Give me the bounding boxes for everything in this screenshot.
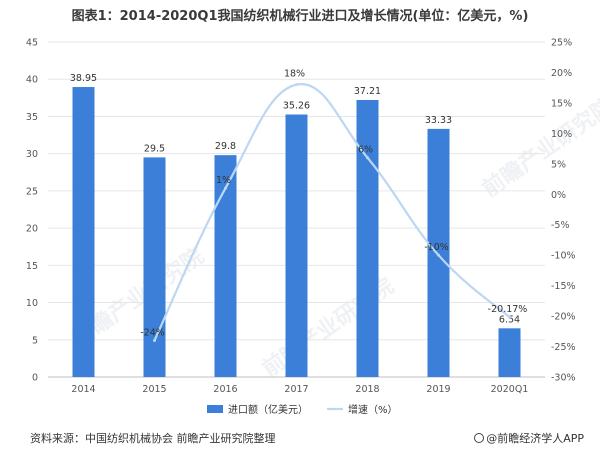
y-left-tick-label: 40 bbox=[26, 75, 38, 86]
growth-point bbox=[153, 338, 156, 342]
growth-point bbox=[224, 186, 227, 190]
x-tick-label: 2016 bbox=[213, 384, 237, 395]
bar-value-label: 6.54 bbox=[499, 314, 520, 325]
y-right-tick-label: 15% bbox=[551, 98, 572, 109]
growth-point bbox=[508, 315, 511, 319]
y-right-tick-label: -10% bbox=[551, 251, 576, 262]
y-right-tick-label: 25% bbox=[551, 38, 572, 49]
bar bbox=[427, 128, 450, 377]
y-left-tick-label: 0 bbox=[32, 373, 38, 384]
bar bbox=[214, 155, 237, 377]
y-left-tick-label: 35 bbox=[26, 112, 38, 123]
source-note: 资料来源：中国纺织机械协会 前瞻产业研究院整理 bbox=[30, 432, 276, 445]
bar-value-label: 38.95 bbox=[70, 73, 97, 84]
bar-value-label: 29.8 bbox=[215, 141, 236, 152]
y-right-tick-label: -15% bbox=[551, 281, 576, 292]
x-tick-label: 2020Q1 bbox=[491, 384, 529, 395]
y-left-tick-label: 30 bbox=[26, 149, 38, 160]
y-right-tick-label: -5% bbox=[551, 220, 570, 231]
bar bbox=[72, 87, 95, 378]
y-left-tick-label: 20 bbox=[26, 224, 38, 235]
growth-value-label: 18% bbox=[284, 69, 305, 80]
growth-value-label: -10% bbox=[424, 242, 449, 253]
y-right-tick-label: -30% bbox=[551, 373, 576, 384]
import-growth-chart: 0 5 10 15 20 25 30 35 40 45 -30% -25% -20% -15% -10% -5… bbox=[26, 38, 576, 417]
y-left-tick-label: 15 bbox=[26, 261, 38, 272]
y-left-tick-label: 5 bbox=[32, 335, 38, 346]
y-left-tick-label: 25 bbox=[26, 186, 38, 197]
y-right-tick-label: 10% bbox=[551, 129, 572, 140]
y-right-tick-label: -20% bbox=[551, 312, 576, 323]
chart-title: 图表1：2014-2020Q1我国纺织机械行业进口及增长情况(单位：亿美元，%) bbox=[71, 9, 529, 24]
bar-value-label: 29.5 bbox=[144, 143, 165, 154]
growth-value-label: -20.17% bbox=[488, 304, 528, 315]
bar-value-label: 33.33 bbox=[425, 115, 452, 126]
y-left-tick-label: 10 bbox=[26, 298, 38, 309]
brand-credit: @前瞻经济学人APP bbox=[474, 430, 584, 446]
x-tick-label: 2018 bbox=[355, 384, 379, 395]
bar-value-label: 37.21 bbox=[354, 86, 381, 97]
growth-value-label: -24% bbox=[140, 327, 165, 338]
brand-text: @前瞻经济学人APP bbox=[486, 432, 584, 445]
growth-value-label: 1% bbox=[216, 175, 231, 186]
growth-point bbox=[366, 156, 369, 160]
bar-value-label: 35.26 bbox=[283, 101, 310, 112]
growth-line bbox=[153, 83, 511, 341]
growth-value-label: 6% bbox=[358, 145, 373, 156]
y-left-tick-label: 45 bbox=[26, 38, 38, 49]
growth-point bbox=[437, 253, 440, 257]
bar bbox=[143, 157, 166, 377]
bar bbox=[498, 328, 521, 377]
y-right-tick-label: 5% bbox=[551, 159, 566, 170]
x-tick-label: 2015 bbox=[142, 384, 166, 395]
footer: 资料来源：中国纺织机械协会 前瞻产业研究院整理 @前瞻经济学人APP bbox=[0, 428, 600, 448]
x-tick-label: 2014 bbox=[71, 384, 95, 395]
y-right-tick-label: 0% bbox=[551, 190, 566, 201]
y-right-tick-label: 20% bbox=[551, 68, 572, 79]
growth-point bbox=[295, 83, 298, 87]
brand-logo-icon bbox=[474, 433, 485, 443]
legend-line-label: 增速（%） bbox=[348, 403, 398, 416]
x-tick-label: 2019 bbox=[426, 384, 450, 395]
x-tick-label: 2017 bbox=[284, 384, 308, 395]
legend-bar-swatch bbox=[207, 405, 223, 413]
legend-bar-label: 进口额（亿美元） bbox=[228, 403, 308, 416]
bar bbox=[356, 99, 379, 378]
bar bbox=[285, 114, 308, 378]
y-right-tick-label: -25% bbox=[551, 342, 576, 353]
